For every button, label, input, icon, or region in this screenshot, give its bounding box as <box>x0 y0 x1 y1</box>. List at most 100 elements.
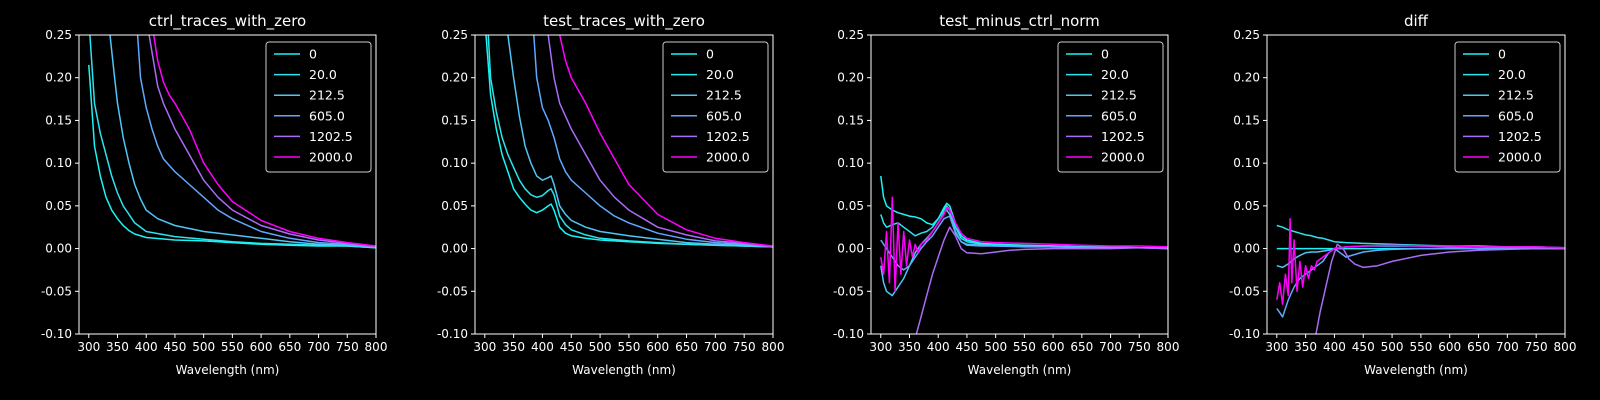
chart-panel-3: test_minus_ctrl_norm 300 350 400 450 500 550 60… <box>833 12 1180 377</box>
x-tick-label: 450 <box>560 340 583 354</box>
y-tick-label: 0.25 <box>1233 28 1260 42</box>
chart-panel-4: diff 300 350 400 450 500 550 600 650 700 750 800 -0.… <box>1229 12 1577 377</box>
y-tick-label: 0.25 <box>837 28 864 42</box>
series-line-212.5 <box>507 35 773 248</box>
series-line-605.0 <box>1276 247 1565 318</box>
x-tick-label: 700 <box>307 340 330 354</box>
x-tick-label: 550 <box>221 340 244 354</box>
legend-entry: 1202.5 <box>1498 129 1542 144</box>
legend-entry: 212.5 <box>706 88 742 103</box>
y-tick-label: -0.05 <box>833 284 864 298</box>
y-tick-label: 0.25 <box>441 28 468 42</box>
legend-entry: 1202.5 <box>706 129 750 144</box>
y-tick-label: 0.00 <box>45 242 72 256</box>
x-axis-label: Wavelength (nm) <box>176 363 280 377</box>
legend-entry: 2000.0 <box>1498 150 1542 165</box>
chart-title: ctrl_traces_with_zero <box>149 12 306 31</box>
x-tick-label: 350 <box>502 340 525 354</box>
x-tick-label: 500 <box>589 340 612 354</box>
y-tick-label: 0.05 <box>45 199 72 213</box>
x-tick-label: 400 <box>531 340 554 354</box>
x-tick-label: 500 <box>984 340 1007 354</box>
series-line-20.0 <box>487 35 773 248</box>
y-tick-label: 0.10 <box>1233 156 1260 170</box>
legend-entry: 0 <box>1101 47 1109 62</box>
x-tick-label: 300 <box>1265 340 1288 354</box>
plot-area <box>485 35 773 248</box>
x-tick-label: 400 <box>1323 340 1346 354</box>
x-tick-label: 550 <box>1013 340 1036 354</box>
x-tick-label: 600 <box>646 340 669 354</box>
chart-title: test_traces_with_zero <box>543 12 705 31</box>
y-tick-label: 0.10 <box>837 156 864 170</box>
legend-entry: 1202.5 <box>1101 129 1145 144</box>
series-line-1202.5 <box>915 226 1168 334</box>
chart-panel-1: ctrl_traces_with_zero 300 350 400 450 500 550 6… <box>41 12 388 377</box>
y-tick-label: 0.00 <box>441 242 468 256</box>
legend-entry: 20.0 <box>1101 67 1129 82</box>
x-tick-label: 800 <box>365 340 388 354</box>
series-line-1202.5 <box>148 35 376 248</box>
legend: 0 20.0 212.5 605.0 1202.5 2000.0 <box>265 41 372 173</box>
x-tick-label: 750 <box>336 340 359 354</box>
y-tick-label: 0.10 <box>45 156 72 170</box>
legend-entry: 212.5 <box>1101 88 1137 103</box>
y-tick-label: 0.00 <box>837 242 864 256</box>
series-line-2000.0 <box>1276 217 1565 305</box>
chart-panel-2: test_traces_with_zero 300 350 400 450 500 550 6… <box>437 12 785 377</box>
y-tick-label: -0.10 <box>833 327 864 341</box>
legend: 0 20.0 212.5 605.0 1202.5 2000.0 <box>1057 41 1164 173</box>
y-tick-label: 0.15 <box>45 113 72 127</box>
x-tick-label: 650 <box>278 340 301 354</box>
legend: 0 20.0 212.5 605.0 1202.5 2000.0 <box>662 41 769 173</box>
x-tick-label: 700 <box>1496 340 1519 354</box>
x-tick-label: 350 <box>106 340 129 354</box>
series-line-605.0 <box>880 215 1168 271</box>
series-line-605.0 <box>533 35 773 248</box>
x-tick-label: 750 <box>1525 340 1548 354</box>
x-tick-label: 350 <box>898 340 921 354</box>
x-tick-label: 500 <box>192 340 215 354</box>
y-tick-label: 0.00 <box>1233 242 1260 256</box>
series-line-0 <box>88 64 376 249</box>
x-tick-label: 750 <box>1128 340 1151 354</box>
series-line-0 <box>485 35 773 248</box>
x-tick-label: 800 <box>762 340 785 354</box>
y-tick-label: -0.10 <box>1229 327 1260 341</box>
x-axis-label: Wavelength (nm) <box>968 363 1072 377</box>
x-tick-label: 650 <box>1070 340 1093 354</box>
x-tick-label: 650 <box>675 340 698 354</box>
legend-entry: 605.0 <box>706 108 742 123</box>
plot-area <box>1276 217 1565 334</box>
y-tick-label: 0.15 <box>837 113 864 127</box>
x-tick-label: 600 <box>1438 340 1461 354</box>
y-tick-label: 0.25 <box>45 28 72 42</box>
legend-entry: 0 <box>309 47 317 62</box>
legend: 0 20.0 212.5 605.0 1202.5 2000.0 <box>1454 41 1561 173</box>
x-tick-label: 300 <box>77 340 100 354</box>
axes-frame <box>1266 34 1566 335</box>
legend-entry: 605.0 <box>309 108 345 123</box>
y-tick-label: 0.05 <box>837 199 864 213</box>
x-tick-label: 800 <box>1554 340 1577 354</box>
chart-title: test_minus_ctrl_norm <box>939 12 1100 31</box>
legend-entry: 2000.0 <box>1101 150 1145 165</box>
x-axis-label: Wavelength (nm) <box>572 363 676 377</box>
x-tick-label: 700 <box>704 340 727 354</box>
axes-frame <box>474 34 774 335</box>
x-tick-label: 450 <box>1352 340 1375 354</box>
x-tick-label: 450 <box>163 340 186 354</box>
x-tick-label: 450 <box>955 340 978 354</box>
chart-title: diff <box>1404 12 1429 30</box>
x-tick-label: 750 <box>733 340 756 354</box>
legend-entry: 20.0 <box>706 67 734 82</box>
x-tick-label: 550 <box>1409 340 1432 354</box>
x-tick-label: 600 <box>250 340 273 354</box>
y-tick-label: 0.20 <box>441 71 468 85</box>
legend-entry: 605.0 <box>1101 108 1137 123</box>
x-tick-label: 500 <box>1381 340 1404 354</box>
y-tick-label: -0.10 <box>437 327 468 341</box>
y-tick-label: 0.05 <box>1233 199 1260 213</box>
series-line-2000.0 <box>880 196 1168 293</box>
